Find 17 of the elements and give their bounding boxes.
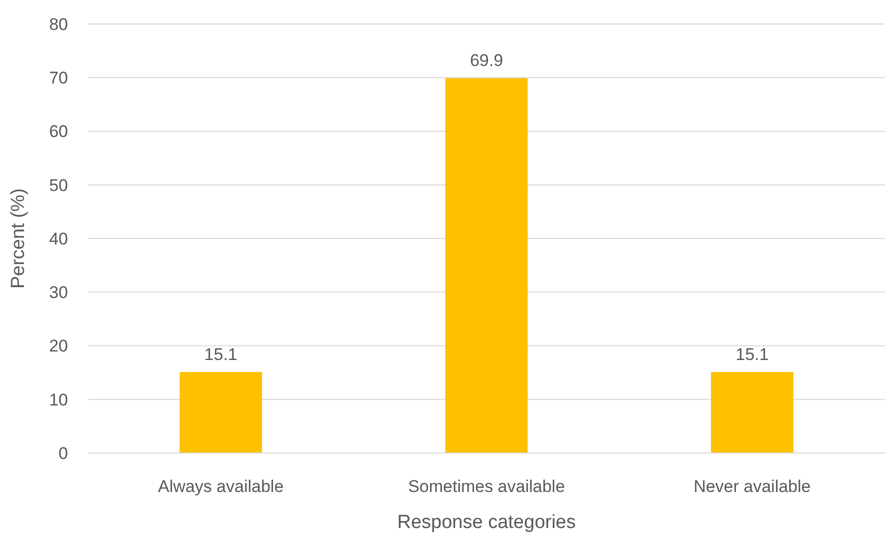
x-axis-title: Response categories — [397, 512, 576, 533]
y-tick-label: 80 — [49, 14, 68, 34]
x-tick-label: Always available — [158, 477, 284, 496]
data-label: 69.9 — [470, 51, 504, 70]
y-tick-label: 50 — [49, 176, 68, 195]
x-tick-label: Never available — [694, 477, 811, 496]
y-tick-label: 70 — [49, 68, 68, 88]
y-tick-label: 20 — [49, 336, 68, 356]
data-label: 15.1 — [736, 345, 769, 364]
y-tick-label: 30 — [49, 283, 68, 302]
y-tick-label: 10 — [49, 390, 68, 410]
x-tick-label: Sometimes available — [408, 477, 565, 496]
y-tick-label: 0 — [58, 444, 68, 463]
data-label: 15.1 — [204, 345, 238, 364]
y-tick-label: 60 — [49, 122, 68, 142]
y-tick-label: 40 — [49, 229, 68, 248]
y-axis-title: Percent (%) — [8, 188, 29, 289]
